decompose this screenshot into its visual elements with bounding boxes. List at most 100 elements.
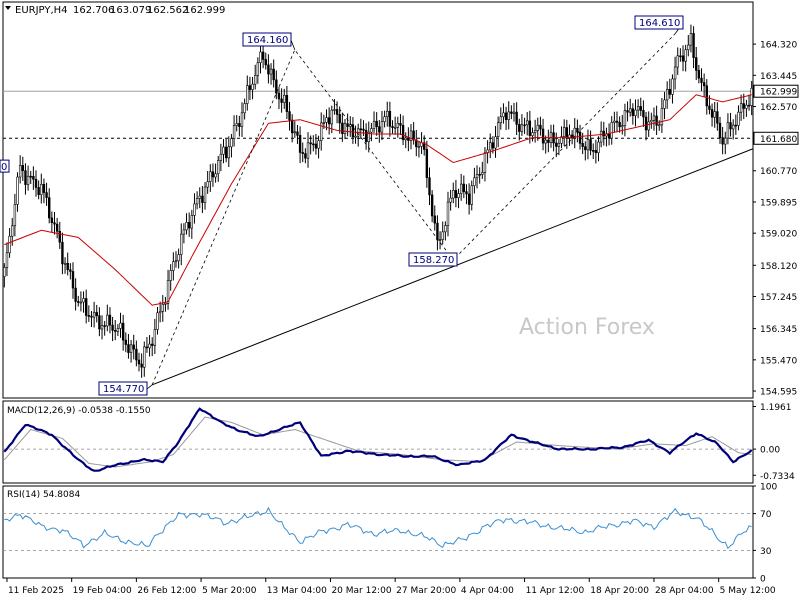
candle-body xyxy=(693,33,695,57)
macd-title: MACD(12,26,9) -0.0538 -0.1550 xyxy=(7,406,151,416)
candle-body xyxy=(429,178,431,195)
candle-body xyxy=(516,112,518,124)
candle-body xyxy=(402,125,404,139)
pivot-label: 164.610 xyxy=(639,18,680,29)
pivot-label: 164.160 xyxy=(247,35,288,46)
candle-body xyxy=(661,108,663,124)
candle-body xyxy=(249,86,251,90)
candle-body xyxy=(460,184,462,193)
candle-body xyxy=(431,195,433,216)
candle-body xyxy=(96,312,98,315)
candle-body xyxy=(191,215,193,228)
candle-body xyxy=(518,124,520,131)
candle-body xyxy=(201,196,203,203)
candle-body xyxy=(112,325,114,330)
candle-body xyxy=(336,109,338,114)
candle-body xyxy=(223,147,225,154)
candle-body xyxy=(265,59,267,64)
candle-body xyxy=(101,326,103,329)
candle-body xyxy=(719,123,721,137)
symbol-label: EURJPY,H4 xyxy=(15,5,68,16)
candle-body xyxy=(743,104,745,109)
candle-body xyxy=(135,349,137,360)
rsi-tick-label: 70 xyxy=(760,510,772,520)
pivot-label: 154.770 xyxy=(103,384,144,395)
candle-body xyxy=(254,75,256,84)
candle-body xyxy=(273,69,275,80)
candle-body xyxy=(170,270,172,280)
candle-body xyxy=(80,302,82,303)
candle-body xyxy=(386,111,388,116)
x-tick-label: 28 Apr 04:00 xyxy=(655,586,714,596)
candle-body xyxy=(315,144,317,148)
candle-body xyxy=(635,110,637,116)
price-tick-label: 160.770 xyxy=(760,167,797,177)
candle-body xyxy=(252,84,254,89)
candle-body xyxy=(128,345,130,353)
candle-body xyxy=(666,89,668,100)
candle-body xyxy=(318,141,320,149)
candle-body xyxy=(732,125,734,129)
candle-body xyxy=(114,330,116,331)
candle-body xyxy=(455,190,457,197)
candle-body xyxy=(120,323,122,328)
candle-body xyxy=(730,123,732,129)
candle-body xyxy=(220,154,222,160)
x-tick-label: 19 Feb 04:00 xyxy=(73,586,132,596)
candle-body xyxy=(526,121,528,125)
candle-body xyxy=(492,143,494,148)
price-tick-label: 164.320 xyxy=(760,41,797,51)
candle-body xyxy=(151,344,153,345)
candle-body xyxy=(67,263,69,270)
candle-body xyxy=(503,113,505,117)
x-tick-label: 5 Mar 20:00 xyxy=(202,586,257,596)
candle-body xyxy=(468,194,470,205)
price-tick-label: 162.570 xyxy=(760,103,797,113)
candle-body xyxy=(513,112,515,113)
candle-body xyxy=(138,360,140,364)
candle-body xyxy=(437,223,439,240)
candle-body xyxy=(109,315,111,325)
candle-body xyxy=(14,204,16,225)
candle-body xyxy=(294,132,296,133)
candle-body xyxy=(648,122,650,130)
candle-body xyxy=(59,231,61,242)
candle-body xyxy=(165,303,167,304)
candle-body xyxy=(735,125,737,126)
candle-body xyxy=(289,112,291,120)
candle-body xyxy=(355,136,357,137)
candle-body xyxy=(262,52,264,59)
x-tick-label: 26 Feb 12:00 xyxy=(137,586,196,596)
candle-body xyxy=(392,126,394,127)
candle-body xyxy=(43,184,45,192)
candle-body xyxy=(505,113,507,120)
candle-body xyxy=(687,45,689,50)
candle-body xyxy=(172,262,174,271)
candle-body xyxy=(579,132,581,143)
candle-body xyxy=(727,123,729,139)
candle-body xyxy=(484,153,486,173)
x-tick-label: 27 Mar 20:00 xyxy=(396,586,456,596)
candle-body xyxy=(341,123,343,134)
candle-body xyxy=(260,52,262,63)
candle-body xyxy=(196,198,198,203)
rsi-tick-label: 0 xyxy=(760,575,766,585)
x-tick-label: 13 Mar 04:00 xyxy=(267,586,327,596)
price-tick-label: 159.020 xyxy=(760,230,797,240)
candle-body xyxy=(529,121,531,136)
candle-body xyxy=(532,133,534,136)
candle-body xyxy=(711,109,713,117)
candle-body xyxy=(331,110,333,124)
price-tick-label: 157.245 xyxy=(760,293,797,303)
candle-body xyxy=(77,301,79,302)
candle-body xyxy=(463,184,465,192)
candle-body xyxy=(413,131,415,140)
candle-body xyxy=(46,193,48,198)
candle-body xyxy=(542,129,544,143)
candle-body xyxy=(381,122,383,133)
candle-body xyxy=(547,140,549,142)
candle-body xyxy=(524,125,526,126)
candle-body xyxy=(299,135,301,152)
candle-body xyxy=(363,129,365,130)
